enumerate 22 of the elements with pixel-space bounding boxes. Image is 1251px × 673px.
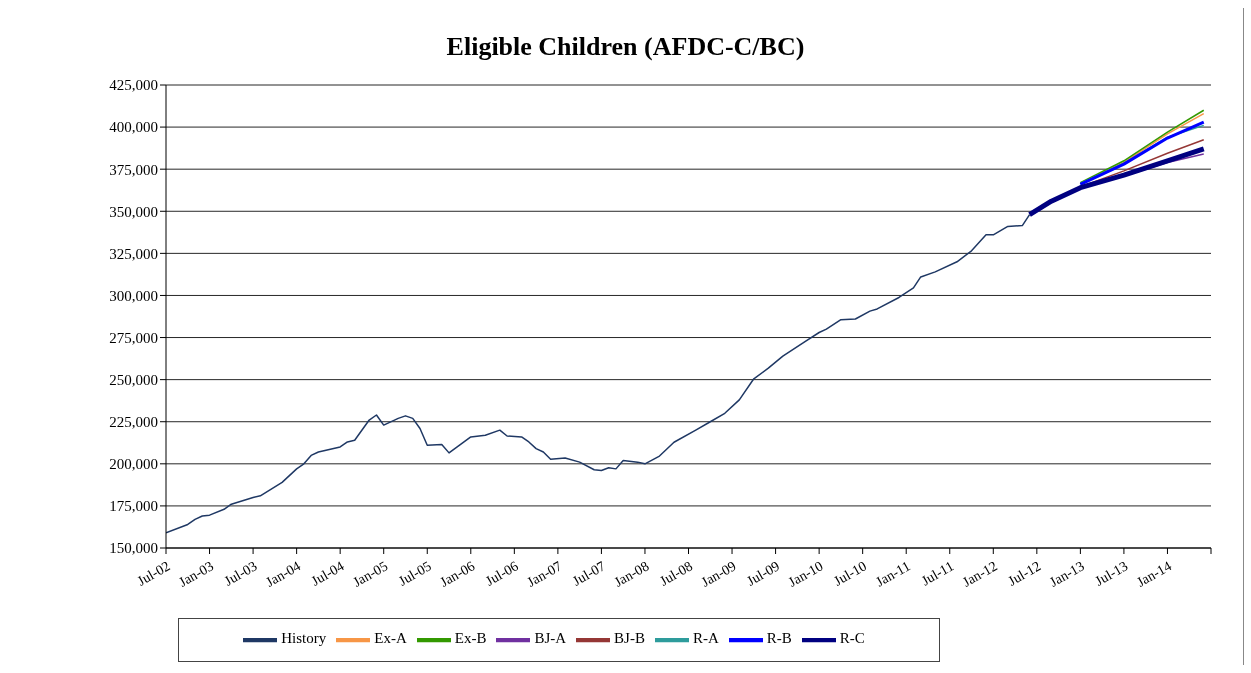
legend-label: Ex-A xyxy=(374,630,407,647)
y-tick-label: 325,000 xyxy=(109,245,158,262)
y-tick-label: 275,000 xyxy=(109,329,158,346)
y-tick-label: 375,000 xyxy=(109,161,158,178)
legend-label: BJ-B xyxy=(614,630,645,647)
legend-label: Ex-B xyxy=(454,630,487,647)
y-tick-label: 250,000 xyxy=(109,371,158,388)
legend-label: R-C xyxy=(839,630,865,647)
chart-title: Eligible Children (AFDC-C/BC) xyxy=(445,32,806,62)
line-series xyxy=(166,213,1031,534)
legend-label: R-B xyxy=(766,630,792,647)
y-tick-label: 400,000 xyxy=(109,119,158,136)
y-tick-label: 300,000 xyxy=(109,287,158,304)
y-tick-label: 425,000 xyxy=(109,77,158,94)
legend-label: BJ-A xyxy=(534,630,567,647)
legend-label: R-A xyxy=(692,630,719,647)
legend-label: History xyxy=(281,630,327,647)
y-tick-label: 200,000 xyxy=(109,456,158,473)
y-tick-label: 175,000 xyxy=(109,498,158,515)
y-tick-label: 225,000 xyxy=(109,414,158,431)
y-tick-label: 350,000 xyxy=(109,203,158,220)
y-tick-label: 150,000 xyxy=(109,540,158,557)
